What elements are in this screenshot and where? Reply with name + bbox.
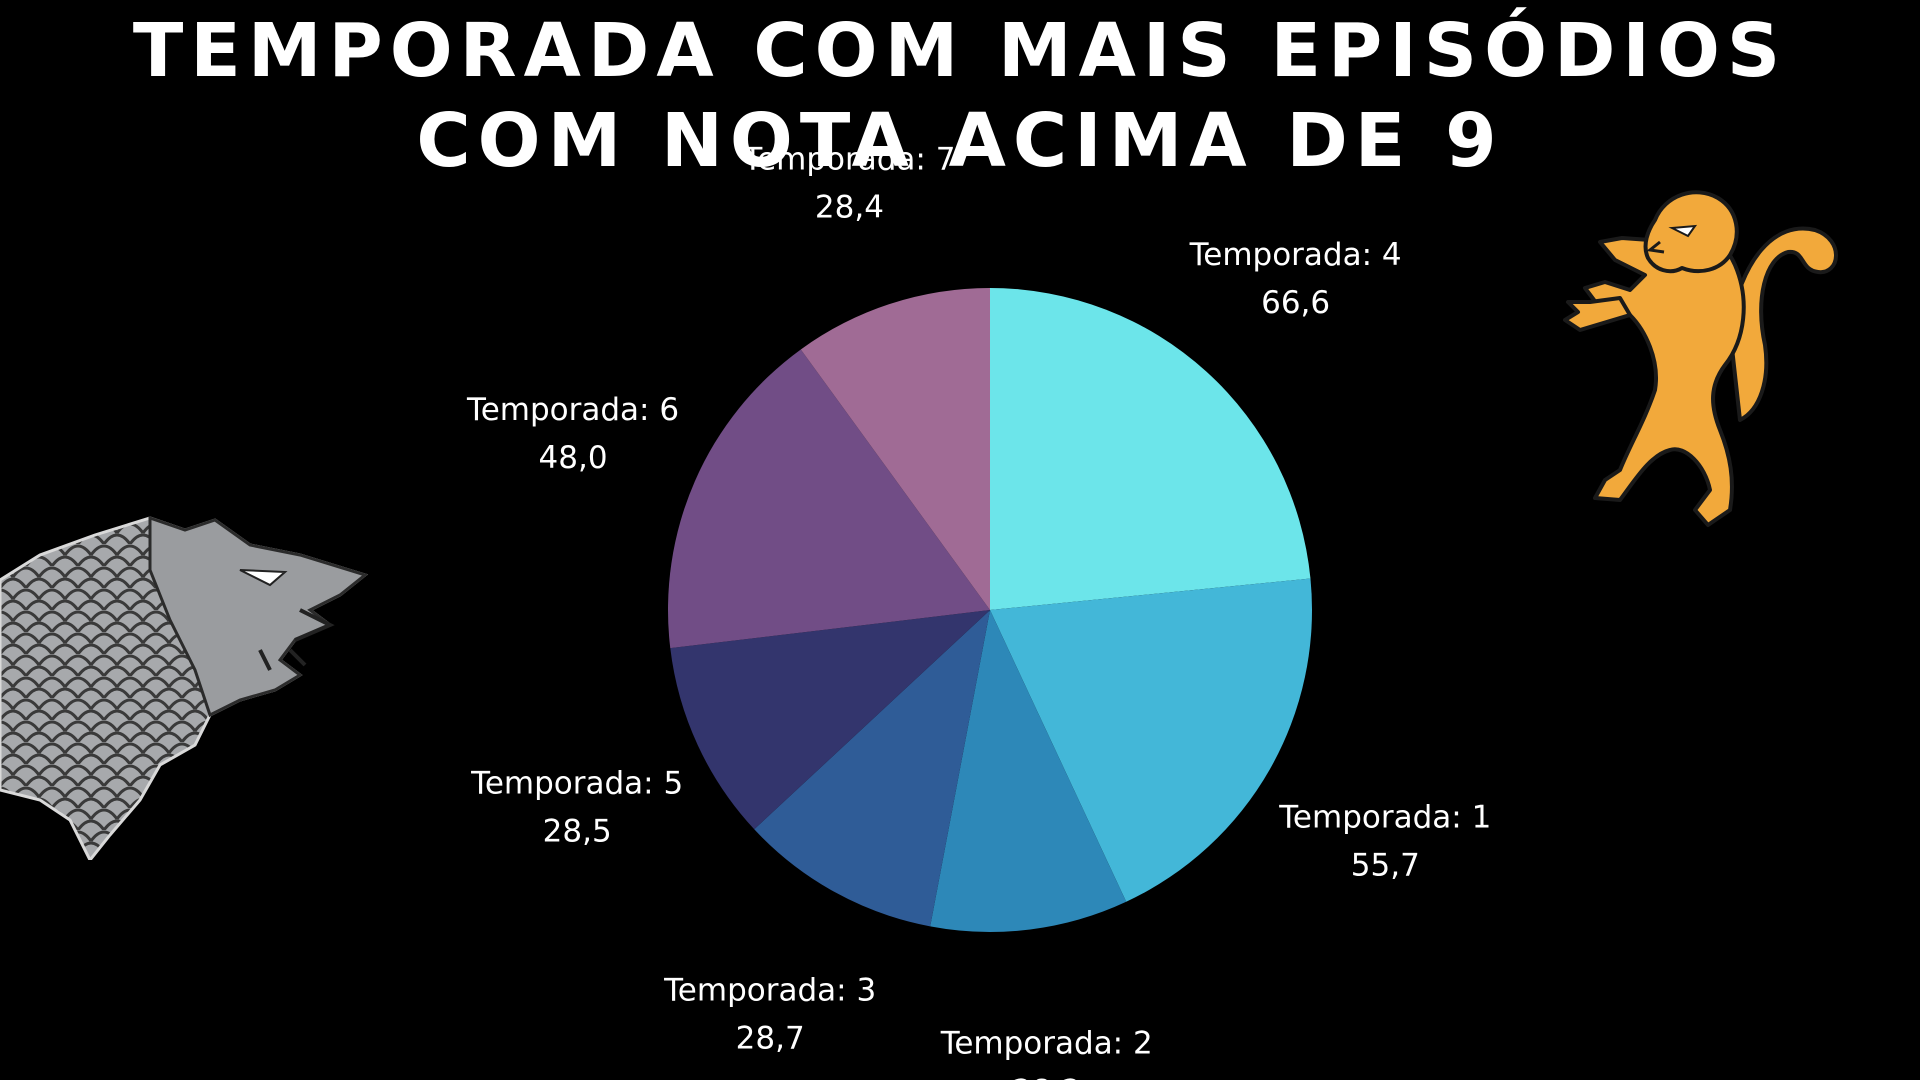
chart-title: Temporada com mais episódios com nota ac… xyxy=(0,6,1920,186)
chart-title-line-2: com nota acima de 9 xyxy=(416,98,1504,184)
slice-label-3: Temporada: 2 xyxy=(940,1025,1153,1061)
pie-slice-5 xyxy=(670,610,990,830)
slice-label-1: Temporada: 4 xyxy=(1189,237,1402,273)
slice-value-7: 28,4 xyxy=(815,189,884,225)
slice-value-2: 55,7 xyxy=(1351,847,1420,883)
pie-slice-1 xyxy=(990,288,1311,610)
chart-title-line-1: Temporada com mais episódios xyxy=(132,8,1788,94)
slice-label-5: Temporada: 5 xyxy=(470,765,683,801)
slice-value-3: 28,2 xyxy=(1012,1073,1081,1080)
slice-label-6: Temporada: 6 xyxy=(466,392,679,428)
slice-value-4: 28,7 xyxy=(736,1020,805,1056)
pie-slice-6 xyxy=(668,349,990,649)
pie-slice-7 xyxy=(800,288,990,610)
slice-label-4: Temporada: 3 xyxy=(663,972,876,1008)
wolf-icon xyxy=(0,515,369,860)
slice-label-7: Temporada: 7 xyxy=(742,141,955,177)
lion-icon xyxy=(1563,190,1838,527)
pie-slice-3 xyxy=(930,610,1127,933)
pie-slice-4 xyxy=(754,610,990,927)
slice-value-1: 66,6 xyxy=(1261,285,1330,321)
pie-slice-2 xyxy=(990,578,1312,902)
slice-value-5: 28,5 xyxy=(543,813,612,849)
slice-value-6: 48,0 xyxy=(539,440,608,476)
slice-label-2: Temporada: 1 xyxy=(1278,799,1491,835)
